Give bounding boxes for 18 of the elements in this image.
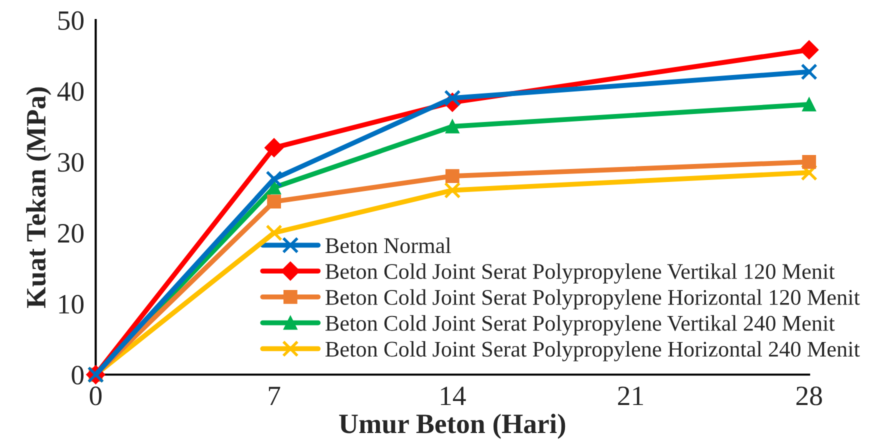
x-tick-label: 21 bbox=[618, 386, 643, 406]
x-tick-label: 7 bbox=[268, 386, 280, 406]
y-tick-label: 10 bbox=[59, 294, 84, 314]
y-axis-title: Kuat Tekan (MPa) bbox=[26, 87, 52, 308]
legend-label: Beton Cold Joint Serat Polypropylene Horizontal 120 Menit bbox=[325, 289, 860, 310]
x-tick-label: 28 bbox=[796, 386, 822, 406]
y-tick-label: 30 bbox=[58, 153, 84, 172]
legend-label: Beton Normal bbox=[325, 238, 451, 254]
y-tick-label: 50 bbox=[58, 11, 84, 30]
legend-label: Beton Cold Joint Serat Polypropylene Vertikal 120 Menit bbox=[325, 263, 835, 284]
x-tick-label: 0 bbox=[90, 386, 102, 406]
x-axis-title: Umur Beton (Hari) bbox=[339, 414, 566, 439]
x-tick-label: 14 bbox=[440, 386, 466, 406]
y-tick-label: 40 bbox=[57, 82, 84, 101]
legend-label: Beton Cold Joint Serat Polypropylene Horizontal 240 Menit bbox=[325, 341, 860, 362]
legend-label: Beton Cold Joint Serat Polypropylene Vertikal 240 Menit bbox=[325, 315, 835, 336]
y-tick-label: 0 bbox=[72, 366, 84, 385]
y-tick-label: 20 bbox=[58, 224, 84, 243]
